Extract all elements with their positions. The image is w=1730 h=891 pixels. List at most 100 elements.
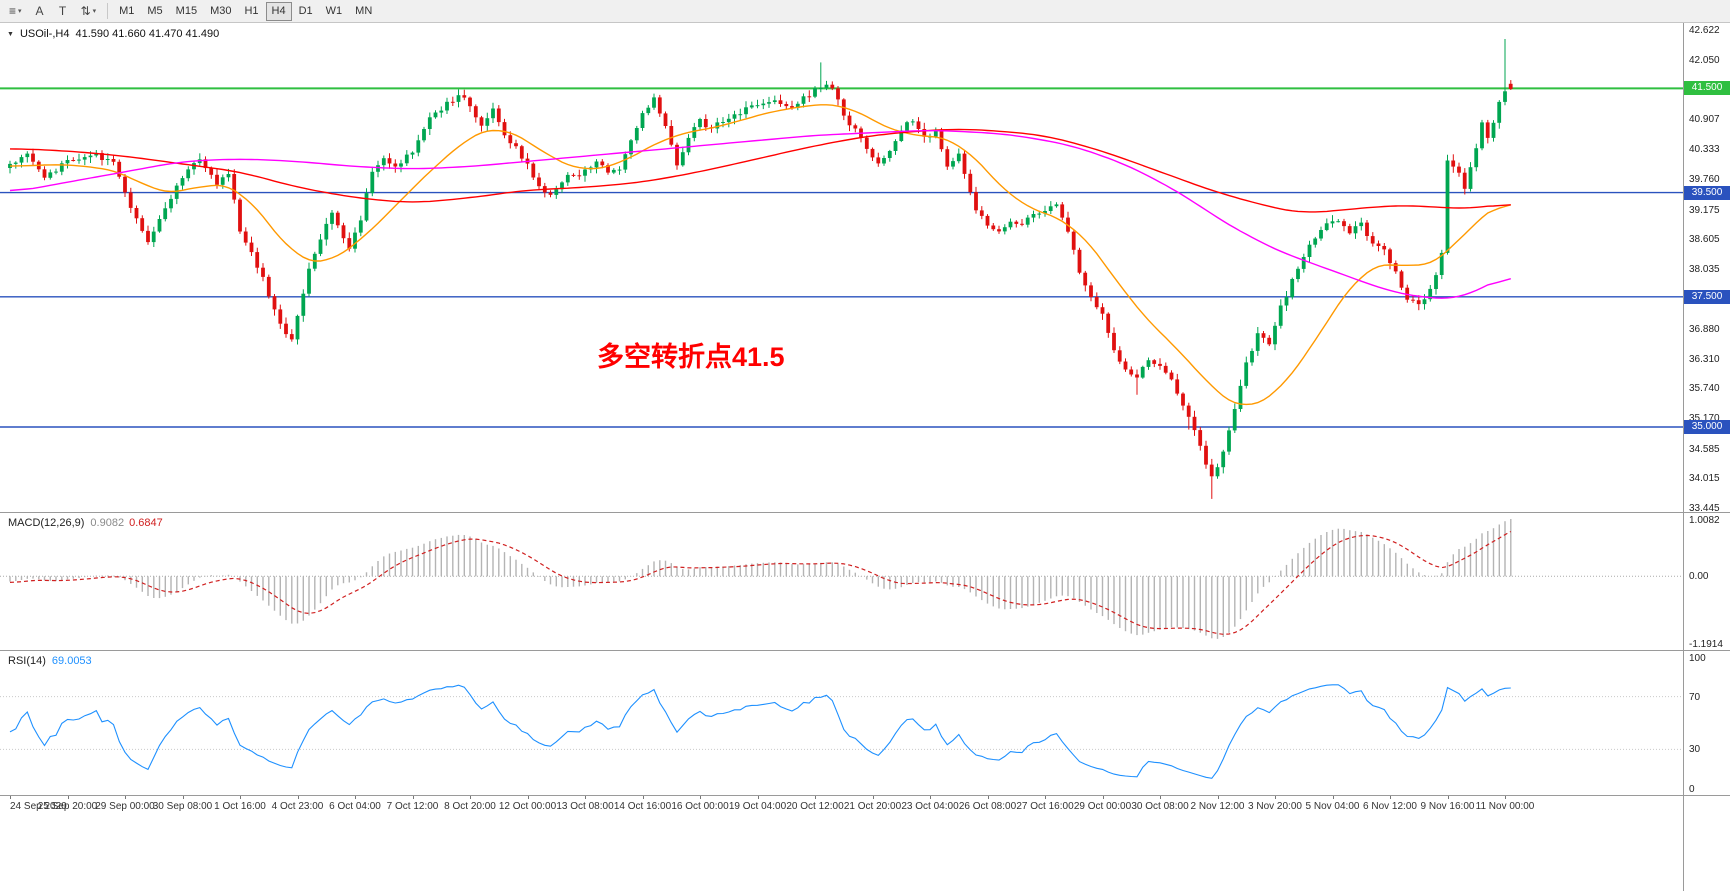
time-axis-label: 5 Nov 04:00 — [1305, 801, 1360, 812]
time-tick — [642, 796, 644, 799]
rsi-value: 69.0053 — [51, 655, 92, 667]
time-axis-label: 30 Oct 08:00 — [1131, 801, 1189, 812]
rsi-panel-canvas[interactable] — [0, 651, 1683, 795]
time-tick — [757, 796, 759, 799]
price-axis-label: 34.585 — [1689, 443, 1720, 455]
rsi-axis-label: 0 — [1689, 784, 1695, 795]
price-level-badge: 35.000 — [1684, 420, 1730, 434]
macd-panel-canvas[interactable] — [0, 513, 1683, 650]
time-tick — [297, 796, 299, 799]
time-axis-label: 29 Oct 00:00 — [1073, 801, 1132, 812]
macd-axis-label: 0.00 — [1689, 571, 1709, 583]
time-axis-label: 13 Oct 08:00 — [556, 801, 614, 812]
toolbar-icon-group: ≡ ▾ A T ⇅ ▾ — [3, 2, 102, 21]
time-tick — [1217, 796, 1219, 799]
time-axis-label: 20 Oct 12:00 — [786, 801, 844, 812]
time-tick — [1160, 796, 1161, 799]
rsi-axis-label: 30 — [1689, 744, 1701, 756]
rsi-label: RSI(14) 69.0053 — [8, 655, 92, 667]
timeframe-d1-button[interactable]: D1 — [293, 2, 319, 21]
macd-axis-label: -1.1914 — [1689, 639, 1723, 650]
cursor-select-icon: A — [35, 4, 44, 18]
timeframe-h1-button[interactable]: H1 — [238, 2, 264, 21]
timeframe-h4-button[interactable]: H4 — [265, 1, 292, 21]
timeframe-m15-button[interactable]: M15 — [170, 2, 203, 21]
time-tick — [1275, 796, 1276, 799]
macd-signal-value: 0.6847 — [129, 517, 163, 529]
toolbar: ≡ ▾ A T ⇅ ▾ M1 M5 M15 M30 H1 H4 D1 W1 MN — [0, 0, 1730, 23]
rsi-axis-label: 100 — [1689, 653, 1706, 664]
price-axis-label: 40.907 — [1689, 114, 1720, 126]
time-tick — [1505, 796, 1506, 799]
time-tick — [700, 796, 701, 799]
price-axis-label: 38.605 — [1689, 234, 1720, 246]
time-axis-label: 7 Oct 12:00 — [386, 801, 439, 812]
timeframe-group: M1 M5 M15 M30 H1 H4 D1 W1 MN — [113, 1, 378, 21]
charts-list-button[interactable]: ≡ ▾ — [3, 2, 28, 21]
time-axis-label: 24 Sep 2020 — [10, 801, 67, 812]
time-axis-label: 2 Nov 12:00 — [1190, 801, 1245, 812]
time-tick — [987, 796, 989, 799]
time-axis-label: 4 Oct 23:00 — [271, 801, 324, 812]
time-tick — [355, 796, 356, 799]
panel-divider[interactable] — [0, 795, 1730, 796]
price-axis-label: 39.760 — [1689, 174, 1720, 186]
price-chart-canvas[interactable] — [0, 23, 1683, 512]
price-axis-label: 36.880 — [1689, 324, 1720, 336]
time-axis-label: 12 Oct 00:00 — [498, 801, 557, 812]
panel-divider[interactable] — [0, 512, 1730, 513]
price-axis-label: 39.175 — [1689, 204, 1720, 216]
timeframe-m30-button[interactable]: M30 — [204, 2, 237, 21]
time-axis-label: 29 Sep 00:00 — [95, 801, 155, 812]
symbol-name: USOil-,H4 — [19, 28, 70, 40]
macd-label: MACD(12,26,9) 0.9082 0.6847 — [8, 517, 163, 529]
time-axis-label: 3 Nov 20:00 — [1248, 801, 1302, 812]
timeframe-w1-button[interactable]: W1 — [320, 2, 349, 21]
panel-divider[interactable] — [0, 650, 1730, 651]
time-tick — [585, 796, 586, 799]
price-level-badge: 39.500 — [1684, 185, 1730, 200]
time-tick — [412, 796, 414, 799]
toolbar-separator — [107, 3, 109, 19]
price-level-badge: 37.500 — [1684, 289, 1730, 304]
price-axis-label: 42.050 — [1689, 54, 1720, 66]
time-axis-label: 21 Oct 20:00 — [843, 801, 902, 812]
time-axis-label: 19 Oct 04:00 — [728, 801, 787, 812]
price-axis-label: 42.622 — [1689, 25, 1720, 36]
timeframe-m5-button[interactable]: M5 — [141, 2, 168, 21]
timeframe-mn-button[interactable]: MN — [349, 2, 378, 21]
time-axis-label: 6 Oct 04:00 — [329, 801, 381, 812]
time-tick — [872, 796, 874, 799]
time-axis-label: 23 Oct 04:00 — [901, 801, 959, 812]
time-tick — [1045, 796, 1046, 799]
time-axis-label: 25 Sep 20:00 — [37, 801, 98, 812]
time-tick — [182, 796, 184, 799]
price-axis-label: 36.310 — [1689, 353, 1720, 365]
price-axis-label: 33.445 — [1689, 503, 1720, 514]
chart-symbol-header: ▼ USOil-,H4 41.590 41.660 41.470 41.490 — [7, 28, 219, 40]
macd-main-value: 0.9082 — [90, 517, 125, 529]
time-axis[interactable]: 24 Sep 2020 25 Sep 20:00 29 Sep 00:00 30 Se… — [0, 796, 1683, 891]
time-tick — [930, 796, 931, 799]
time-tick — [240, 796, 241, 799]
timeframe-m1-button[interactable]: M1 — [113, 2, 140, 21]
time-tick — [1447, 796, 1449, 799]
time-axis-label: 11 Nov 00:00 — [1475, 801, 1535, 812]
macd-axis-label: 1.0082 — [1689, 515, 1720, 526]
time-axis-label: 26 Oct 08:00 — [958, 801, 1017, 812]
time-axis-label: 6 Nov 12:00 — [1363, 801, 1417, 812]
rsi-name: RSI(14) — [8, 655, 46, 667]
price-axis-label: 35.170 — [1689, 413, 1720, 425]
line-studies-icon: ⇅ — [80, 4, 91, 18]
cursor-select-button[interactable]: A — [29, 2, 51, 21]
line-studies-button[interactable]: ⇅ ▾ — [75, 2, 103, 21]
time-axis-label: 14 Oct 16:00 — [613, 801, 672, 812]
time-tick — [1390, 796, 1391, 799]
time-axis-label: 30 Sep 08:00 — [152, 801, 213, 812]
text-tool-button[interactable]: T — [52, 2, 74, 21]
caret-down-icon: ▾ — [92, 8, 97, 15]
chart-dropdown-icon[interactable]: ▼ — [7, 30, 14, 38]
time-tick — [67, 796, 69, 799]
chart-text-annotation[interactable]: 多空转折点41.5 — [597, 342, 785, 372]
